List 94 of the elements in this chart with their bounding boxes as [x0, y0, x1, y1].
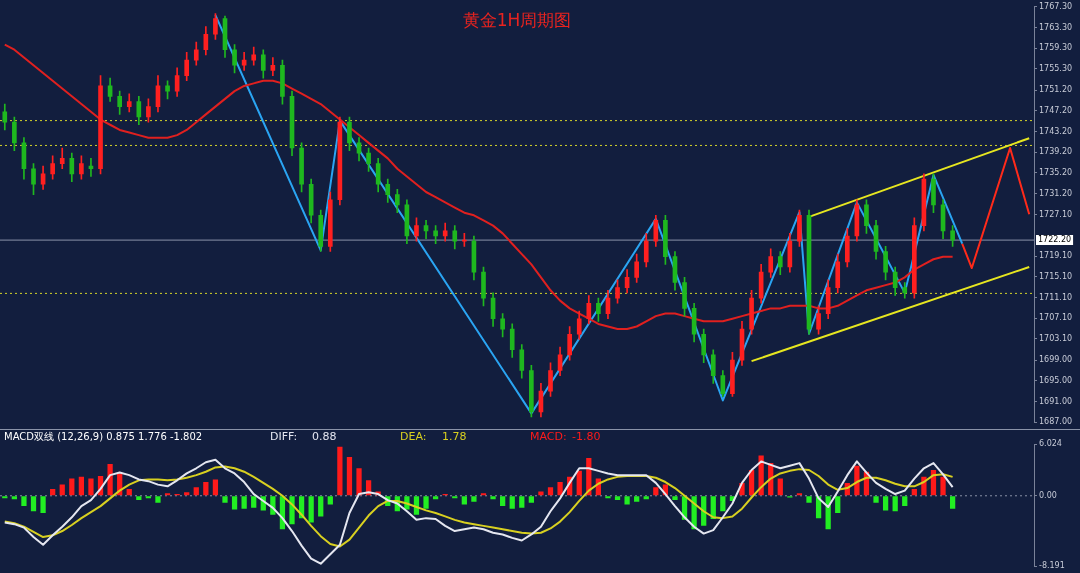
y-tick-label: -8.191	[1039, 561, 1065, 571]
bar	[672, 496, 678, 501]
y-tick-label: 1751.20	[1039, 85, 1073, 95]
y-tick-label: 1735.20	[1039, 167, 1073, 177]
y-tick-label: 1715.10	[1039, 271, 1073, 281]
bar	[720, 496, 726, 512]
text: 1.78	[442, 429, 467, 443]
bar	[212, 479, 219, 496]
bar	[184, 492, 190, 496]
bar	[136, 496, 142, 501]
bar	[500, 496, 506, 507]
bar	[624, 496, 630, 505]
bar	[873, 496, 879, 503]
y-tick-label: 1739.20	[1039, 147, 1073, 157]
bar	[346, 457, 353, 496]
bar	[461, 496, 467, 505]
bar	[940, 476, 946, 496]
bar	[69, 478, 75, 496]
bar	[538, 491, 544, 496]
text: -1.80	[572, 429, 601, 443]
text: DIFF:	[270, 429, 298, 443]
bar	[356, 468, 362, 496]
y-tick-label: 1711.10	[1039, 292, 1073, 302]
bar	[854, 465, 860, 496]
bar	[528, 496, 534, 503]
y-tick-label: 1767.30	[1039, 1, 1073, 11]
y-tick-label: 1727.10	[1039, 209, 1073, 219]
bar	[547, 487, 554, 496]
bar	[145, 496, 152, 499]
bar	[30, 496, 37, 512]
bar	[327, 496, 333, 505]
bar	[892, 496, 898, 512]
bar	[251, 496, 257, 508]
y-tick-label: 1719.10	[1039, 251, 1073, 261]
bar	[78, 476, 85, 496]
bar	[576, 470, 582, 496]
bar	[21, 496, 27, 507]
bar	[318, 496, 324, 517]
y-tick-label: 0.00	[1039, 490, 1057, 500]
bar	[643, 496, 649, 500]
bar	[423, 496, 429, 509]
bar	[432, 496, 439, 500]
text: DEA:	[400, 429, 427, 443]
bar	[107, 463, 113, 496]
bar	[308, 496, 314, 523]
bar	[231, 496, 238, 510]
y-tick-label: 1759.30	[1039, 43, 1073, 53]
bar	[164, 493, 171, 496]
bar	[2, 496, 8, 499]
bar	[882, 496, 889, 511]
bar	[902, 496, 908, 507]
y-tick-label: 1763.30	[1039, 22, 1073, 32]
text: MACD:	[530, 429, 567, 443]
y-tick-label: 6.024	[1039, 439, 1062, 449]
y-tick-label: 1703.10	[1039, 333, 1073, 343]
bar	[614, 496, 621, 501]
bar	[480, 493, 487, 496]
bar	[203, 482, 209, 496]
bar	[605, 496, 611, 499]
chart-title: MACD双线 (12,26,9) 0.875 1.776 -1.802	[4, 430, 203, 442]
bar	[796, 493, 803, 496]
bar	[471, 496, 477, 502]
bar	[653, 487, 659, 496]
bar	[11, 496, 17, 500]
bar	[193, 487, 199, 496]
y-tick-label: 1707.10	[1039, 313, 1073, 323]
bar	[241, 496, 247, 509]
bar	[557, 482, 563, 496]
bar	[155, 496, 161, 503]
bar	[452, 496, 458, 499]
bar	[777, 478, 783, 496]
bar	[634, 496, 640, 502]
ref-line-label: 1722.20	[1038, 235, 1072, 245]
y-tick-label: 1687.00	[1039, 417, 1073, 427]
bar	[519, 496, 525, 508]
bar	[835, 496, 841, 513]
bar	[40, 496, 46, 513]
y-tick-label: 1755.30	[1039, 63, 1073, 73]
y-tick-label: 1743.20	[1039, 126, 1073, 136]
bar	[806, 496, 812, 503]
bar	[949, 496, 956, 509]
bar	[337, 446, 343, 496]
y-tick-label: 1731.20	[1039, 188, 1073, 198]
y-tick-label: 1691.00	[1039, 396, 1073, 406]
bar	[509, 496, 515, 509]
chart-title: 黄金1H周期图	[462, 10, 572, 31]
bar	[490, 496, 496, 500]
y-tick-label: 1699.00	[1039, 355, 1073, 365]
bar	[289, 496, 295, 525]
y-tick-label: 1695.00	[1039, 375, 1073, 385]
bar	[88, 478, 94, 496]
bar	[222, 496, 228, 503]
y-tick-label: 1747.20	[1039, 105, 1073, 115]
text: 0.88	[312, 429, 337, 443]
